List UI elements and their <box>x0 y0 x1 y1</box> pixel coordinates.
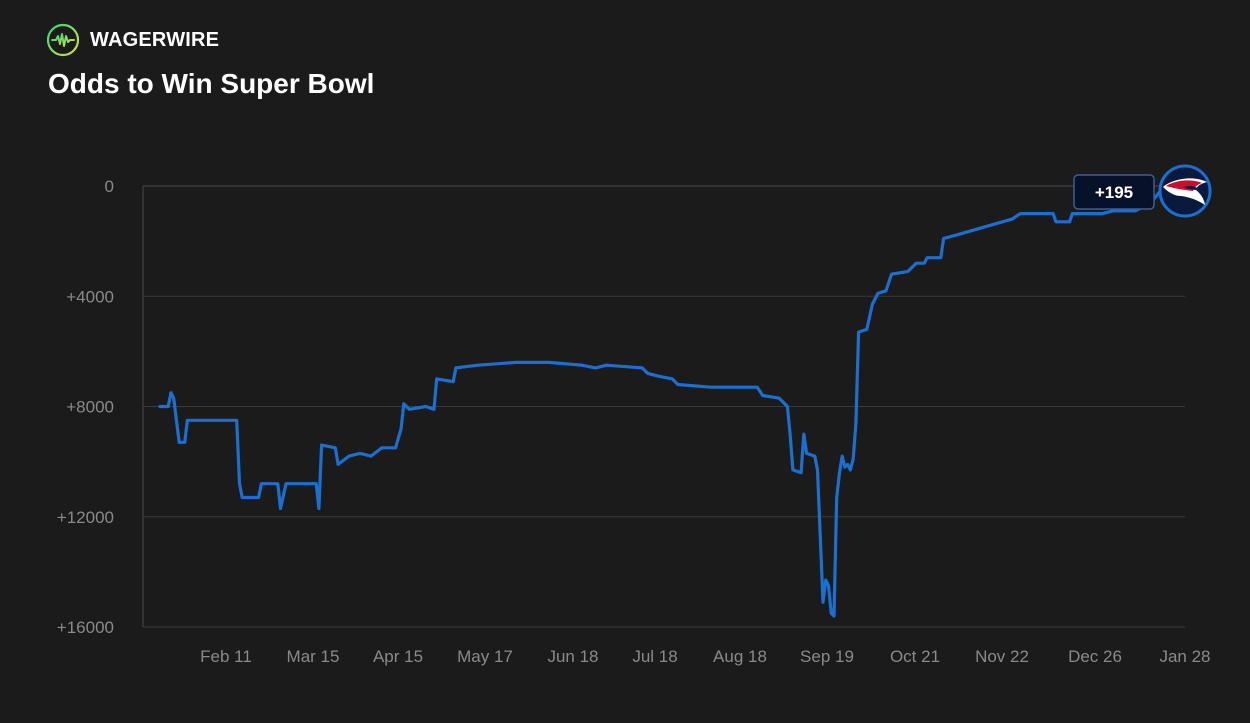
y-tick-label: +12000 <box>57 508 114 527</box>
x-tick-label: Feb 11 <box>200 647 252 666</box>
brand-name: WAGERWIRE <box>90 28 220 51</box>
y-tick-labels: 0 +4000 +8000 +12000 +16000 <box>57 177 114 637</box>
patriots-logo-icon <box>1158 164 1212 218</box>
x-tick-label: May 17 <box>457 647 513 666</box>
y-tick-label: +4000 <box>66 287 114 306</box>
current-odds-badge <box>1073 174 1155 210</box>
current-value-marker: +195 <box>1073 164 1212 218</box>
x-tick-label: Aug 18 <box>713 647 767 666</box>
series-layer <box>158 189 1162 618</box>
x-tick-label: Jan 28 <box>1159 647 1210 666</box>
y-tick-label: 0 <box>105 177 114 196</box>
grid-lines <box>143 185 1185 628</box>
y-tick-label: +8000 <box>66 398 114 417</box>
chart-title: Odds to Win Super Bowl <box>48 68 375 99</box>
x-tick-label: Mar 15 <box>287 647 340 666</box>
x-tick-label: Sep 19 <box>800 647 854 666</box>
x-tick-label: Oct 21 <box>890 647 940 666</box>
y-tick-label: +16000 <box>57 618 114 637</box>
x-tick-label: Apr 15 <box>373 647 423 666</box>
odds-line <box>158 189 1162 618</box>
x-tick-label: Jul 18 <box>632 647 677 666</box>
x-tick-label: Nov 22 <box>975 647 1029 666</box>
x-tick-labels: Feb 11 Mar 15 Apr 15 May 17 Jun 18 Jul 18 Aug … <box>200 647 1210 666</box>
x-tick-label: Dec 26 <box>1068 647 1122 666</box>
current-odds-label: +195 <box>1095 183 1133 202</box>
brand-header: WAGERWIRE <box>46 23 219 57</box>
pulse-line-icon <box>46 23 80 57</box>
x-tick-label: Jun 18 <box>547 647 598 666</box>
